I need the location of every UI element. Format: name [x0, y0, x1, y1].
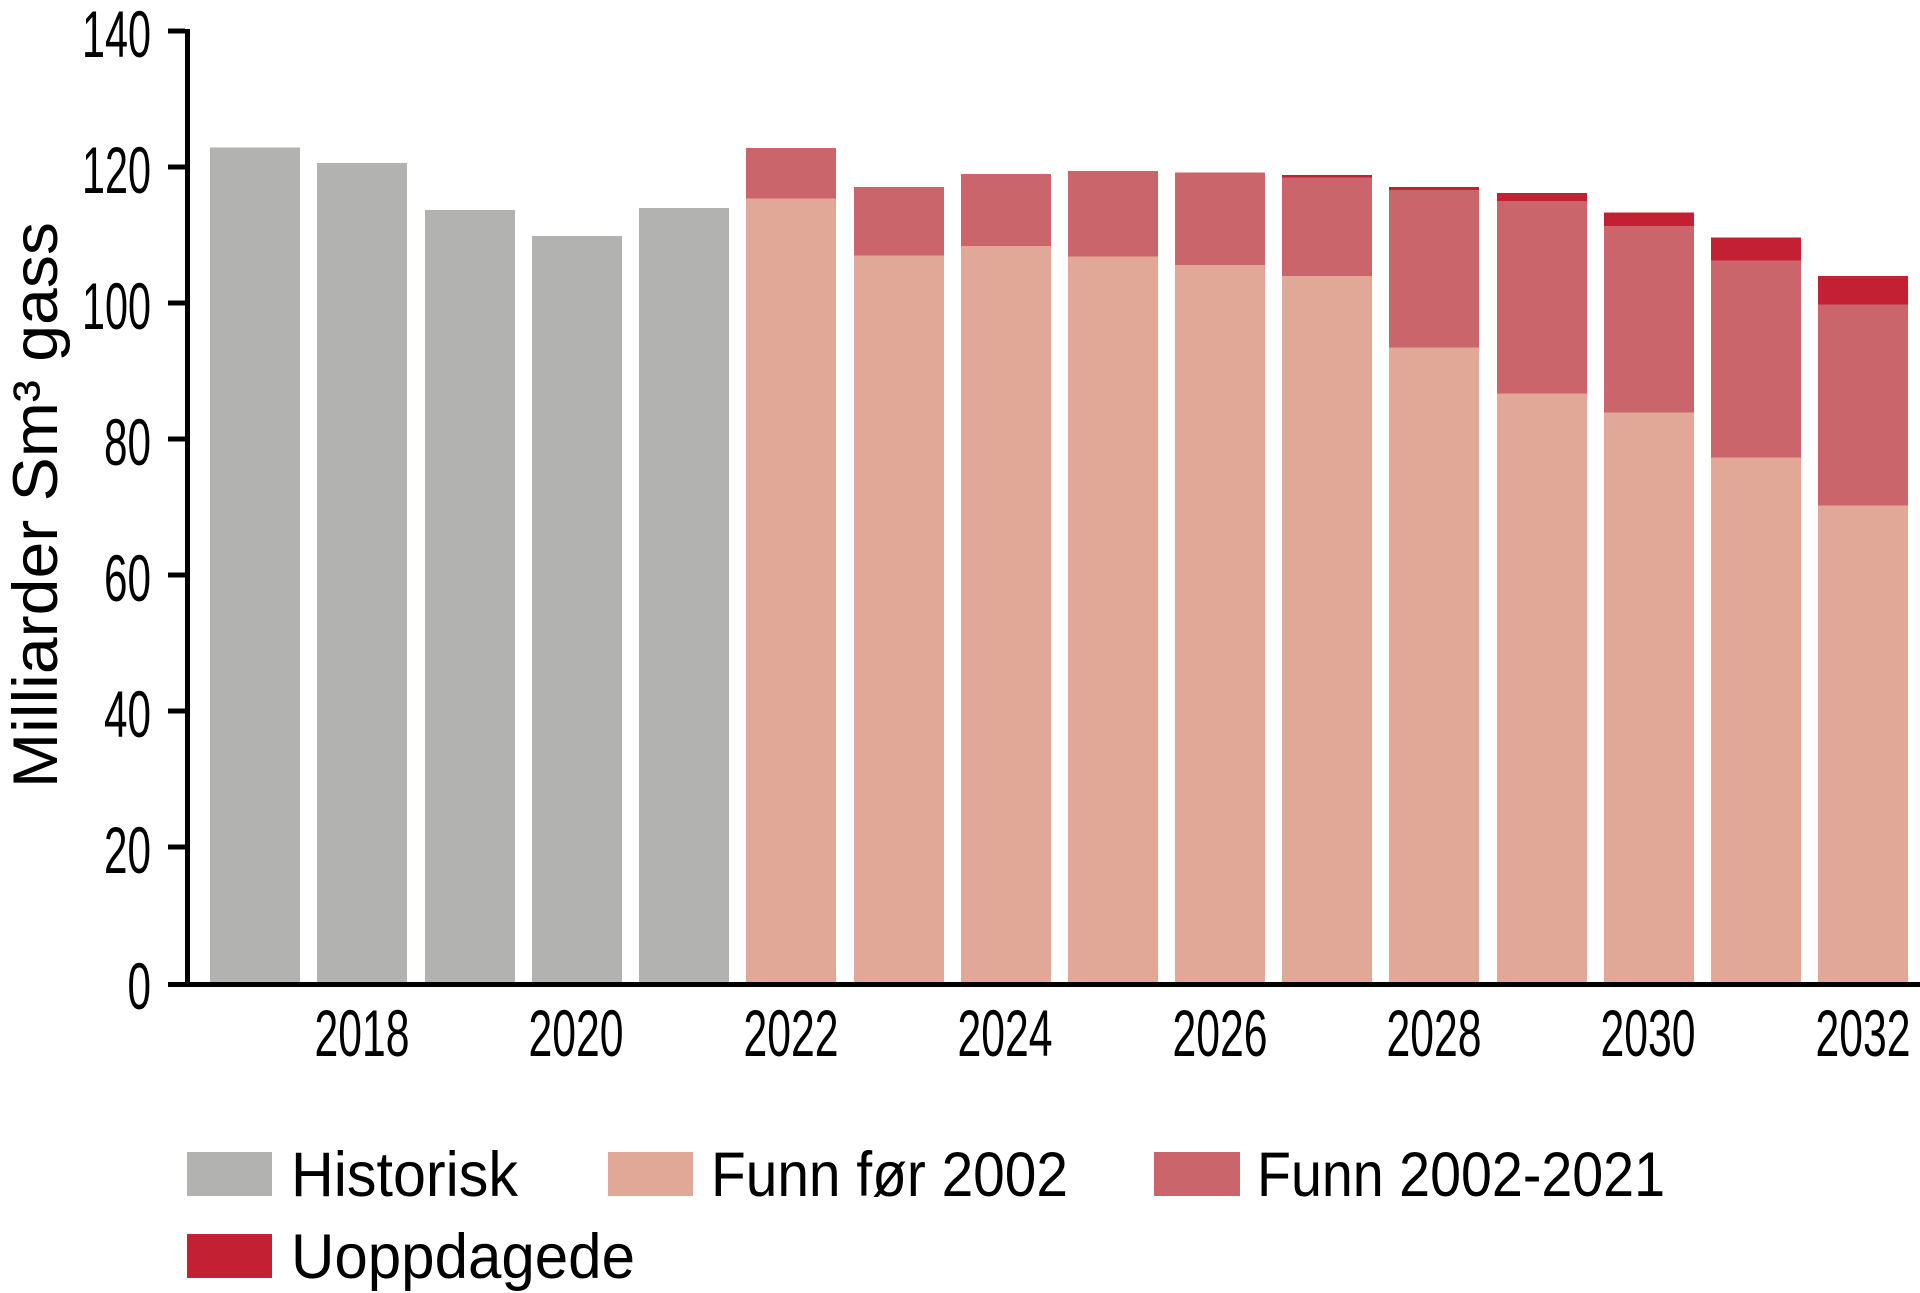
- svg-text:Milliarder Sm³ gass: Milliarder Sm³ gass: [1, 222, 71, 788]
- svg-text:120: 120: [82, 133, 151, 207]
- svg-text:80: 80: [104, 405, 151, 479]
- svg-text:2022: 2022: [744, 996, 839, 1070]
- svg-text:Uoppdagede: Uoppdagede: [291, 1222, 635, 1292]
- svg-text:60: 60: [104, 541, 151, 615]
- svg-text:Funn 2002-2021: Funn 2002-2021: [1257, 1140, 1665, 1210]
- svg-text:0: 0: [128, 949, 152, 1023]
- svg-text:100: 100: [82, 269, 151, 343]
- svg-text:140: 140: [82, 0, 151, 71]
- svg-text:2026: 2026: [1173, 996, 1268, 1070]
- svg-text:2028: 2028: [1387, 996, 1482, 1070]
- svg-text:40: 40: [104, 677, 151, 751]
- svg-text:Historisk: Historisk: [291, 1140, 518, 1210]
- svg-text:Funn før 2002: Funn før 2002: [711, 1140, 1068, 1210]
- svg-text:2030: 2030: [1601, 996, 1696, 1070]
- svg-text:2024: 2024: [958, 996, 1053, 1070]
- svg-text:20: 20: [104, 813, 151, 887]
- svg-text:2032: 2032: [1816, 996, 1911, 1070]
- svg-text:2018: 2018: [315, 996, 410, 1070]
- svg-text:2020: 2020: [529, 996, 624, 1070]
